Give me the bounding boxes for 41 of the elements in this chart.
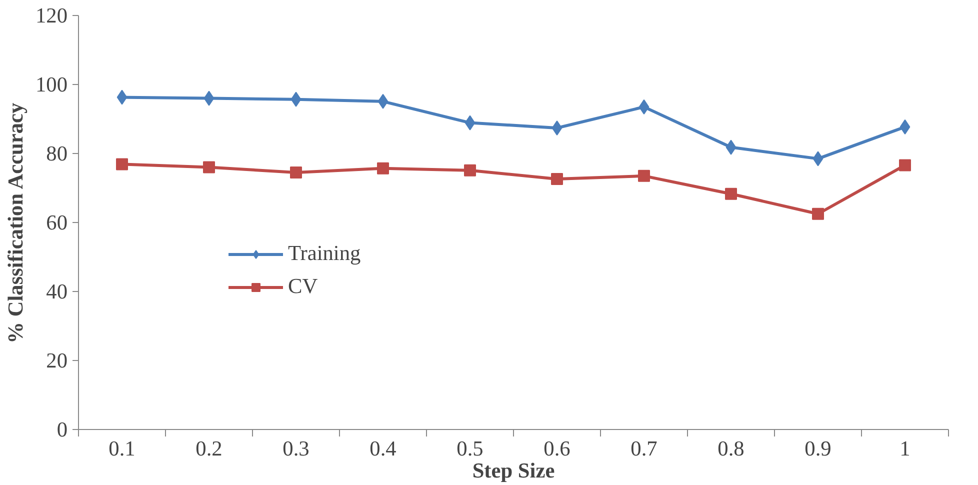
y-tick-label: 60 xyxy=(46,210,68,234)
legend-label: CV xyxy=(288,274,318,299)
y-axis-title: % Classification Accuracy xyxy=(4,102,28,344)
x-tick-label: 1 xyxy=(900,436,910,460)
y-tick-label: 40 xyxy=(46,280,68,304)
point xyxy=(638,99,650,114)
point xyxy=(552,120,562,136)
point xyxy=(378,94,388,109)
point xyxy=(726,140,736,155)
x-tick-label: 0.3 xyxy=(282,436,310,460)
point xyxy=(551,173,563,186)
point xyxy=(116,158,128,170)
point xyxy=(812,151,824,166)
y-tick-label: 120 xyxy=(36,4,68,28)
x-tick-label: 0.7 xyxy=(630,436,658,460)
point xyxy=(290,166,302,178)
point xyxy=(725,188,737,200)
point xyxy=(377,162,389,174)
x-tick-label: 0.1 xyxy=(108,436,136,460)
point xyxy=(203,161,215,174)
point xyxy=(464,164,476,176)
x-tick-label: 0.4 xyxy=(370,436,397,460)
x-tick-label: 0.9 xyxy=(804,436,832,460)
y-tick-label: 80 xyxy=(46,142,68,166)
y-tick-label: 100 xyxy=(36,72,68,96)
x-tick-label: 0.5 xyxy=(456,436,484,460)
x-axis-title: Step Size xyxy=(472,458,555,482)
x-tick-label: 0.8 xyxy=(718,436,744,460)
point xyxy=(899,159,911,172)
point xyxy=(812,208,824,220)
x-tick-label: 0.2 xyxy=(196,436,222,460)
y-tick-label: 20 xyxy=(46,348,68,372)
point xyxy=(638,170,650,182)
point xyxy=(900,119,910,134)
point xyxy=(204,90,214,106)
y-tick-label: 0 xyxy=(56,418,68,442)
point xyxy=(116,90,128,105)
legend-label: Training xyxy=(288,241,361,266)
point xyxy=(290,92,302,107)
x-tick-label: 0.6 xyxy=(544,436,571,460)
point xyxy=(464,115,476,130)
